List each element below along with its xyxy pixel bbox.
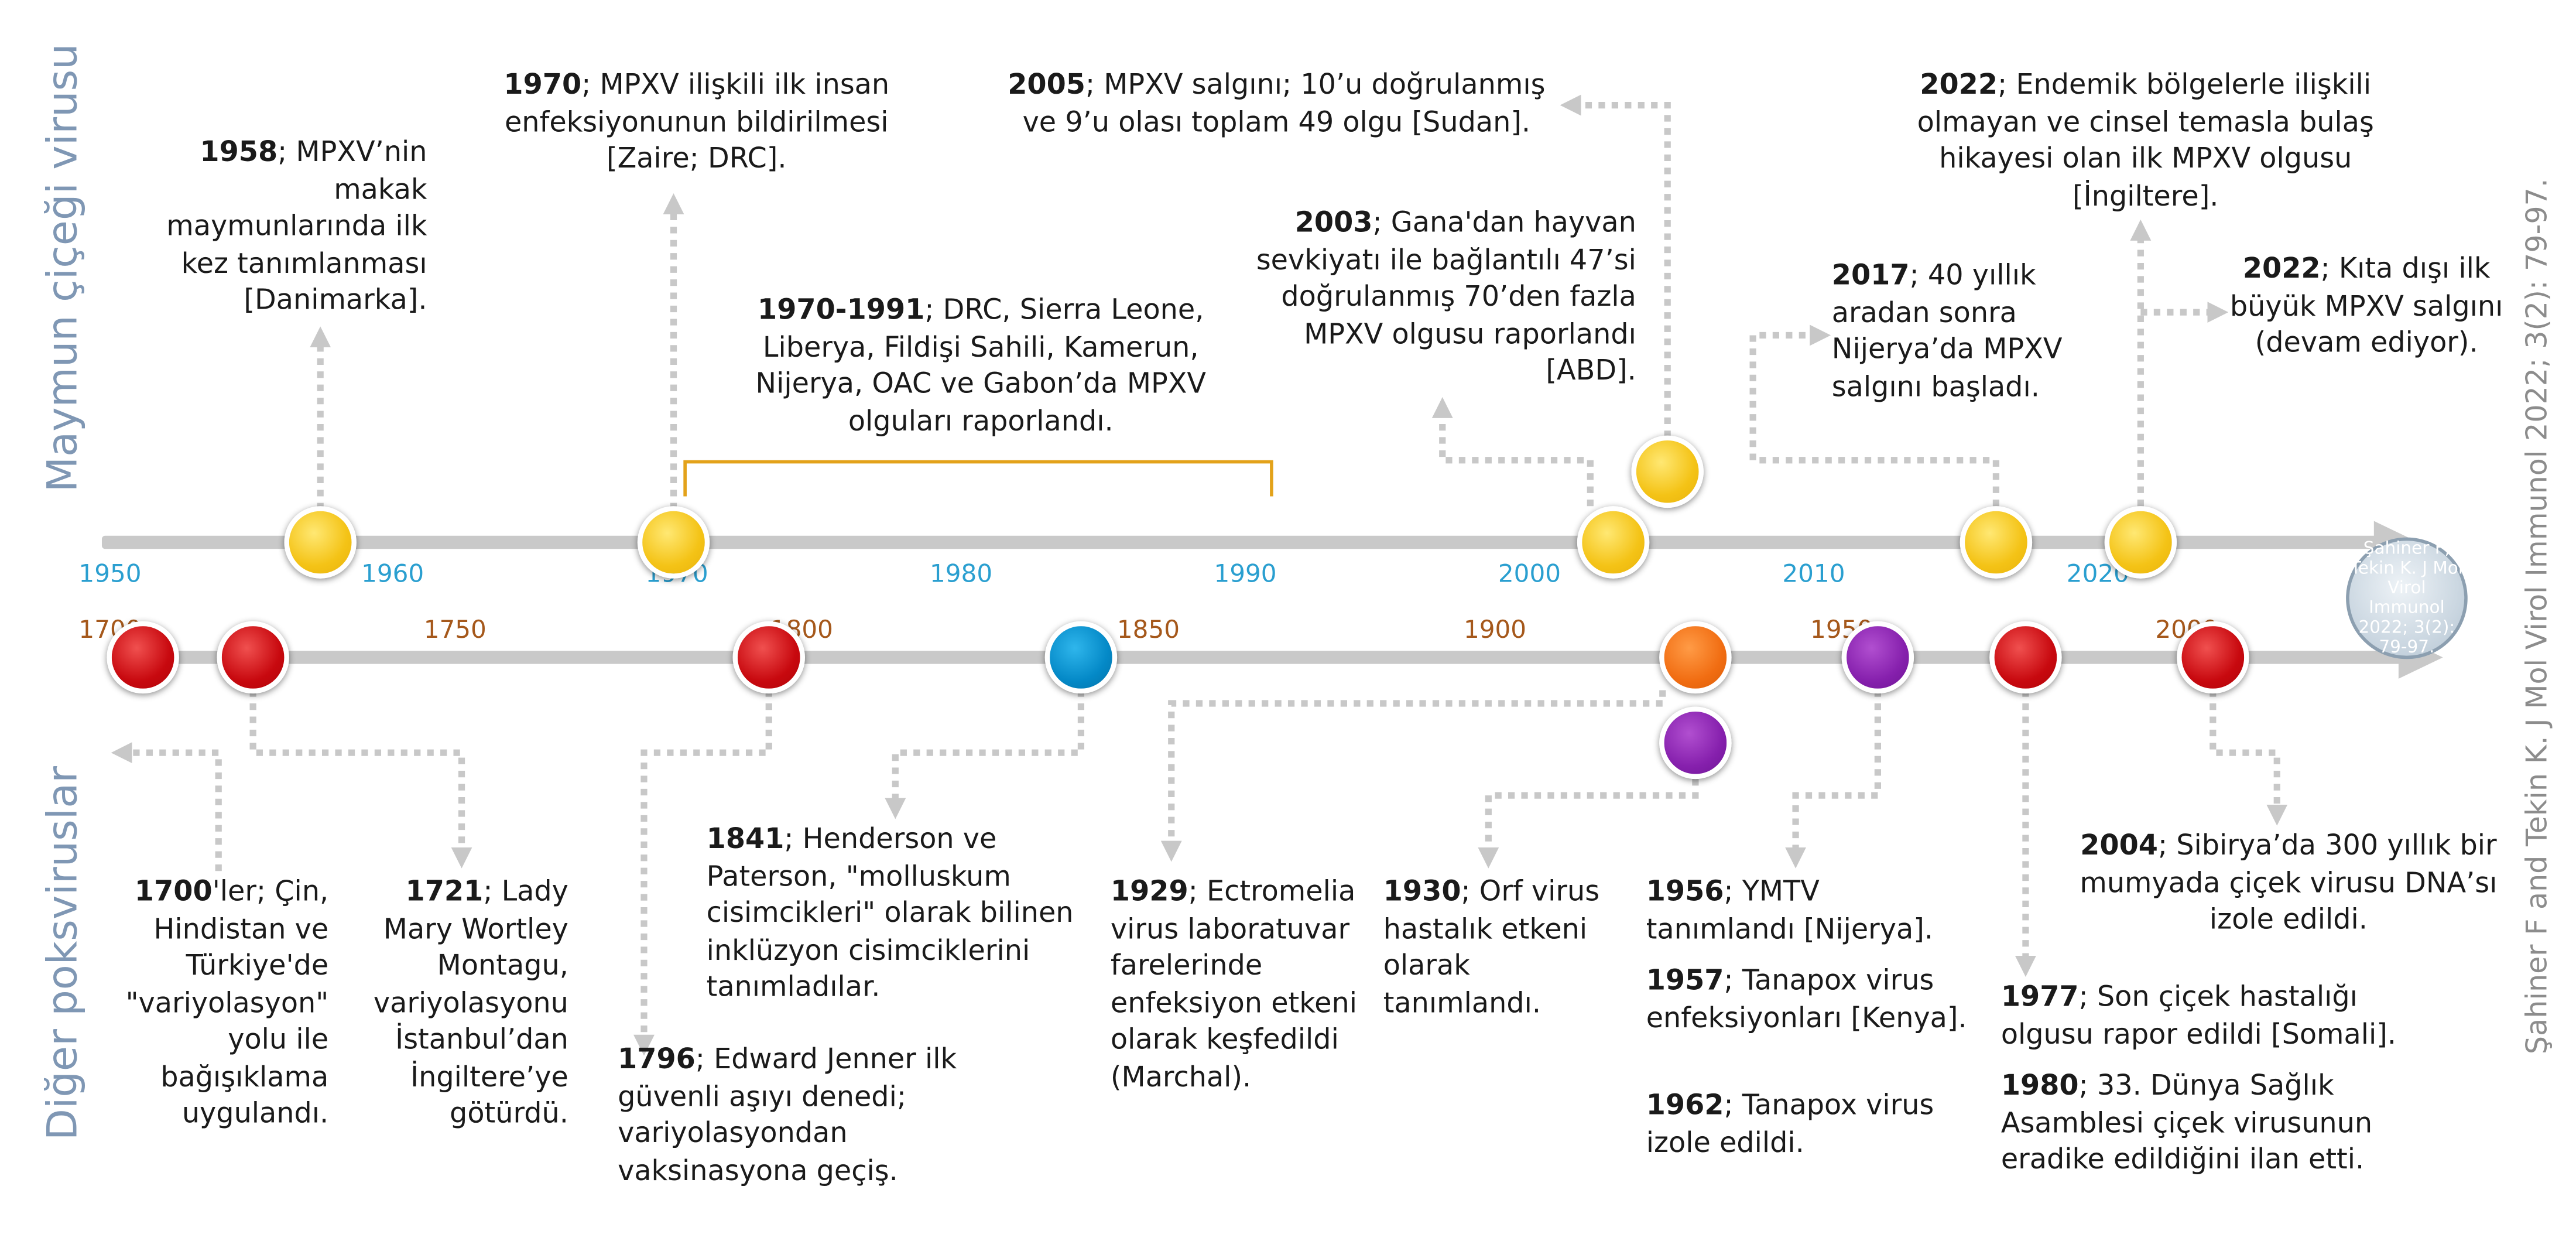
event-node-2005 xyxy=(1631,435,1704,508)
event-node-1930 xyxy=(1659,706,1732,780)
event-note-2005: 2005; MPXV salgını; 10’u doğrulanmış ve … xyxy=(1008,69,1546,139)
event-node-2004 xyxy=(2177,621,2249,694)
event-note-1956: 1956; YMTV tanımlandı [Nijerya]. xyxy=(1646,876,1934,946)
event-note-1980: 1980; 33. Dünya Sağlık Asamblesi çiçek v… xyxy=(2000,1069,2373,1177)
bottom-tick: 1900 xyxy=(1463,614,1527,644)
event-note-1957: 1957; Tanapox virus enfeksiyonları [Keny… xyxy=(1646,965,1967,1035)
connector-2017 xyxy=(1749,324,2000,507)
top-tick: 2000 xyxy=(1498,559,1561,589)
event-node-2022 xyxy=(2104,506,2177,579)
event-note-1700: 1700'ler; Çin, Hindistan ve Türkiye'de "… xyxy=(125,876,329,1131)
event-note-2017: 2017; 40 yıllık aradan sonra Nijerya’da … xyxy=(1831,259,2063,404)
event-node-1956 xyxy=(1841,621,1914,694)
bottom-tick: 1750 xyxy=(423,614,487,644)
bottom-tick: 1850 xyxy=(1116,614,1180,644)
connector-1796 xyxy=(633,690,772,1056)
event-node-1970 xyxy=(637,506,710,579)
event-node-1796 xyxy=(732,621,805,694)
connector-2005 xyxy=(1560,94,1671,437)
top-tick: 1990 xyxy=(1214,559,1277,589)
event-note-1970: 1970; MPXV ilişkili ilk insan enfeksiyon… xyxy=(503,69,890,176)
bottom-axis xyxy=(131,651,2402,664)
event-node-1841 xyxy=(1044,621,1118,694)
bracket-1970-1991 xyxy=(683,460,1273,497)
top-tick: 1960 xyxy=(361,559,424,589)
event-note-1841: 1841; Henderson ve Paterson, "molluskum … xyxy=(706,823,1074,1004)
top-tick: 1950 xyxy=(78,559,142,589)
top-tick: 2010 xyxy=(1782,559,1845,589)
citation-endcap: Şahiner F, Tekin K. J Mol Virol Immunol … xyxy=(2346,537,2468,659)
connector-1841 xyxy=(885,690,1085,819)
event-node-1977 xyxy=(1989,621,2062,694)
endcap-text: Şahiner F, Tekin K. J Mol Virol Immunol … xyxy=(2350,539,2464,658)
connector-2004 xyxy=(2210,690,2288,826)
event-note-1721: 1721; Lady Mary Wortley Montagu, variyol… xyxy=(373,876,568,1131)
event-node-1958 xyxy=(284,506,357,579)
connector-1930 xyxy=(1478,779,1699,869)
top-tick: 1980 xyxy=(929,559,993,589)
event-note-1977: 1977; Son çiçek hastalığı olgusu rapor e… xyxy=(2000,981,2397,1051)
event-note-2003: 2003; Gana'dan hayvan sevkiyatı ile bağl… xyxy=(1256,207,1636,388)
event-node-1721 xyxy=(217,621,289,694)
event-note-1930: 1930; Orf virus hastalık etkeni olarak t… xyxy=(1383,876,1600,1020)
event-note-2022b: 2022; Kıta dışı ilk büyük MPXV salgını (… xyxy=(2229,253,2503,360)
event-node-1700 xyxy=(107,621,179,694)
event-note-2022a: 2022; Endemik bölgelerle ilişkili olmaya… xyxy=(1917,69,2374,213)
event-node-2017 xyxy=(1960,506,2033,579)
connector-1721 xyxy=(249,690,472,869)
event-note-1970-1991: 1970-1991; DRC, Sierra Leone, Liberya, F… xyxy=(755,294,1207,438)
event-note-1796: 1796; Edward Jenner ilk güvenli aşıyı de… xyxy=(618,1043,957,1188)
connector-1956 xyxy=(1785,690,1881,869)
connector-2003 xyxy=(1431,396,1594,507)
event-note-1962: 1962; Tanapox virus izole edildi. xyxy=(1646,1089,1934,1160)
event-note-2004: 2004; Sibirya’da 300 yıllık bir mumyada … xyxy=(2080,830,2498,937)
event-note-1929: 1929; Ectromelia virus laboratuvar farel… xyxy=(1110,876,1358,1094)
event-note-1958: 1958; MPXV’nin makak maymunlarında ilk k… xyxy=(166,136,427,317)
event-node-1929 xyxy=(1659,621,1732,694)
event-node-2003 xyxy=(1577,506,1650,579)
